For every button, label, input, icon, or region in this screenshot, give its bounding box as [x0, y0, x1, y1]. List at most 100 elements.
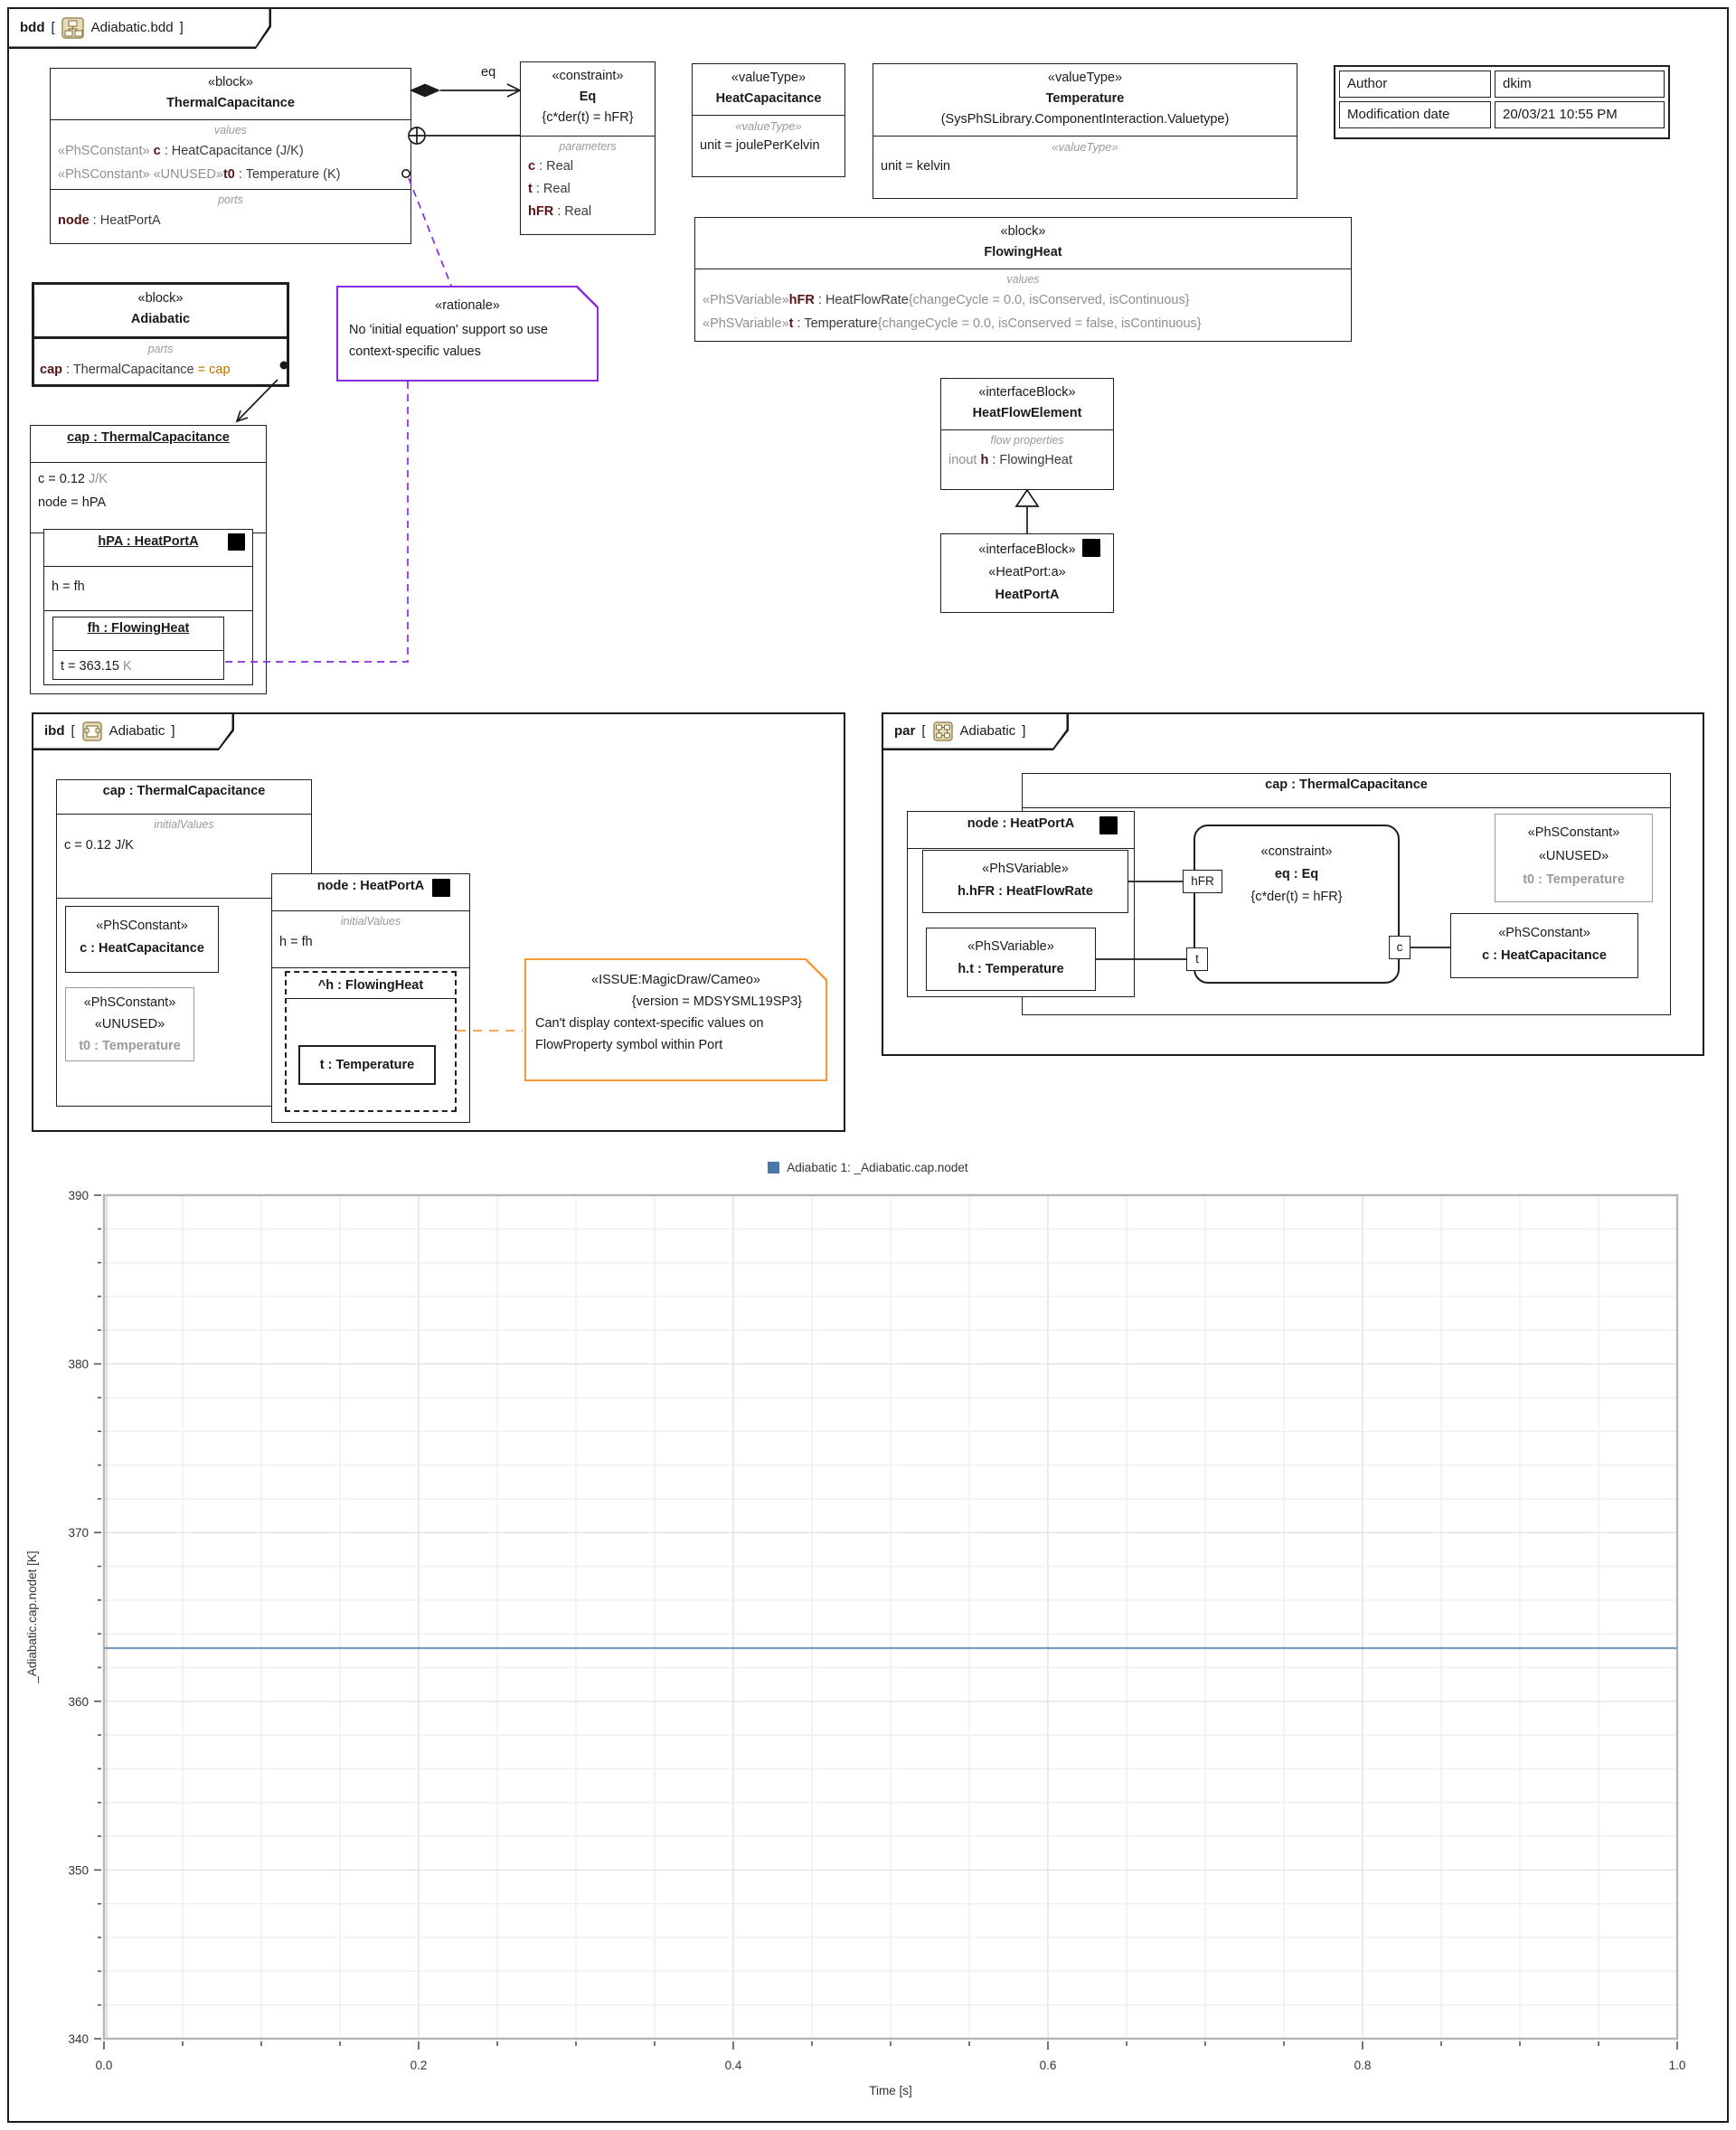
modification-date-label: Modification date — [1339, 101, 1491, 128]
interfaceblock-heat-flow-element[interactable]: «interfaceBlock» HeatFlowElement flow pr… — [940, 378, 1114, 490]
author-label: Author — [1339, 71, 1491, 98]
par-tab-close-bracket: ] — [1022, 723, 1026, 739]
par-c-name: c : HeatCapacitance — [1482, 948, 1607, 963]
par-ht-name: h.t : Temperature — [958, 962, 1064, 976]
ibd-cap-c-value: c = 0.12 J/K — [64, 838, 134, 853]
fh-t-value: t = 363.15 K — [61, 659, 132, 674]
ibd-property-c[interactable]: «PhSConstant» c : HeatCapacitance — [65, 906, 219, 973]
ibd-flow-property-h[interactable]: ^h : FlowingHeat — [285, 971, 457, 1112]
par-variable-ht[interactable]: «PhSVariable» h.t : Temperature — [926, 928, 1096, 991]
par-parameter-port-c[interactable]: c — [1389, 936, 1410, 959]
association-label-eq: eq — [481, 65, 496, 80]
author-value: dkim — [1495, 71, 1665, 98]
eq-name: Eq — [579, 90, 597, 104]
folded-corner-icon — [805, 958, 827, 981]
ibd-frame — [32, 712, 845, 1132]
folded-corner-icon — [576, 286, 599, 308]
issue-text: Can't display context-specific values on… — [535, 1016, 764, 1052]
ibd-tab-open-bracket: [ — [71, 723, 75, 739]
par-t0-name: t0 : Temperature — [1523, 872, 1625, 887]
temp-vt-unit: unit = kelvin — [881, 159, 950, 174]
valuetype-heat-capacitance[interactable]: «valueType» HeatCapacitance «valueType» … — [692, 63, 845, 177]
par-tab-kind: par — [894, 723, 916, 739]
rationale-note[interactable]: «rationale» No 'initial equation' suppor… — [336, 286, 599, 382]
par-cap-title: cap : ThermalCapacitance — [1265, 778, 1428, 792]
par-hfr-stereotype: «PhSVariable» — [982, 862, 1069, 876]
hc-vt-inner-stereotype: «valueType» — [735, 119, 802, 133]
tc-ports-label: ports — [218, 193, 243, 206]
chart-legend: Adiabatic 1: _Adiabatic.cap.nodet — [0, 1161, 1736, 1176]
adiabatic-stereotype: «block» — [137, 291, 184, 306]
ibd-diagram-icon — [81, 721, 103, 742]
par-property-c[interactable]: «PhSConstant» c : HeatCapacitance — [1450, 913, 1638, 978]
ibd-t0-name: t0 : Temperature — [79, 1039, 181, 1053]
hc-vt-name: HeatCapacitance — [715, 91, 822, 106]
temp-vt-qualifier: (SysPhSLibrary.ComponentInteraction.Valu… — [940, 112, 1230, 127]
tab-ibd-diagram[interactable]: ibd [ Adiabatic ] — [33, 714, 234, 750]
ibd-t0-stereotype1: «PhSConstant» — [83, 995, 176, 1010]
par-t0-stereotype1: «PhSConstant» — [1527, 825, 1620, 840]
block-adiabatic[interactable]: «block» Adiabatic parts cap : ThermalCap… — [32, 282, 289, 387]
modification-date-value: 20/03/21 10:55 PM — [1495, 101, 1665, 128]
fh-name: FlowingHeat — [984, 245, 1062, 259]
par-parameter-port-hfr[interactable]: hFR — [1183, 870, 1222, 893]
par-tab-title: Adiabatic — [959, 723, 1016, 739]
ibd-tab-kind: ibd — [44, 723, 65, 739]
ibd-tab-close-bracket: ] — [171, 723, 175, 739]
par-variable-hfr[interactable]: «PhSVariable» h.hFR : HeatFlowRate — [922, 850, 1128, 913]
bdd-tab-open-bracket: [ — [51, 20, 55, 35]
hc-vt-stereotype: «valueType» — [731, 71, 807, 85]
ibd-tab-title: Adiabatic — [108, 723, 165, 739]
ibd-h-title: ^h : FlowingHeat — [317, 978, 424, 993]
hpa-stereotype: «interfaceBlock» — [978, 542, 1076, 557]
ibd-node-title: node : HeatPortA — [316, 879, 425, 893]
bdd-tab-title: Adiabatic.bdd — [90, 20, 174, 35]
eq-param-hfr: hFR : Real — [528, 204, 592, 219]
fh-value-t: «PhSVariable»t : Temperature{changeCycle… — [703, 316, 1202, 331]
issue-stereotype: «ISSUE:MagicDraw/Cameo» — [591, 973, 760, 987]
par-eq-expression: {c*der(t) = hFR} — [1250, 890, 1343, 904]
issue-note[interactable]: «ISSUE:MagicDraw/Cameo» {version = MDSYS… — [524, 958, 827, 1081]
fh-stereotype: «block» — [1000, 224, 1046, 239]
instance-fh-flowing-heat[interactable]: fh : FlowingHeat t = 363.15 K — [52, 617, 224, 680]
par-parameter-port-t[interactable]: t — [1186, 947, 1208, 971]
ibd-c-name: c : HeatCapacitance — [80, 941, 204, 956]
par-node-title: node : HeatPortA — [967, 816, 1075, 831]
hpa-h-value: h = fh — [52, 580, 85, 594]
fh-values-label: values — [1006, 273, 1040, 286]
ibd-property-t0[interactable]: «PhSConstant» «UNUSED» t0 : Temperature — [65, 987, 194, 1061]
eq-params-label: parameters — [559, 140, 617, 153]
port-square-icon — [228, 533, 245, 551]
temp-vt-inner-stereotype: «valueType» — [1052, 140, 1118, 154]
constraint-block-eq[interactable]: «constraint» Eq {c*der(t) = hFR} paramet… — [520, 61, 656, 235]
rationale-text: No 'initial equation' support so use con… — [349, 323, 548, 359]
tc-value-t0: «PhSConstant» «UNUSED»t0 : Temperature (… — [58, 167, 341, 182]
hpa-substereotype: «HeatPort:a» — [988, 565, 1066, 580]
hpa-instance-title: hPA : HeatPortA — [98, 534, 199, 549]
par-constraint-eq[interactable]: «constraint» eq : Eq {c*der(t) = hFR} — [1194, 825, 1400, 984]
port-square-icon — [1099, 816, 1118, 834]
par-frame — [882, 712, 1704, 1056]
valuetype-temperature[interactable]: «valueType» Temperature (SysPhSLibrary.C… — [873, 63, 1297, 199]
block-thermal-capacitance[interactable]: «block» ThermalCapacitance values «PhSCo… — [50, 68, 411, 244]
block-flowing-heat[interactable]: «block» FlowingHeat values «PhSVariable»… — [694, 217, 1352, 342]
tc-port-node: node : HeatPortA — [58, 213, 161, 228]
adiabatic-name: Adiabatic — [130, 312, 191, 326]
adiabatic-part-cap: cap : ThermalCapacitance = cap — [40, 363, 231, 377]
tc-value-c: «PhSConstant» c : HeatCapacitance (J/K) — [58, 144, 304, 158]
ibd-t-title: t : Temperature — [319, 1058, 415, 1072]
tab-bdd-diagram[interactable]: bdd [ Adiabatic.bdd ] — [9, 9, 271, 49]
par-property-t0[interactable]: «PhSConstant» «UNUSED» t0 : Temperature — [1495, 814, 1653, 902]
port-square-icon — [432, 879, 450, 897]
tc-name: ThermalCapacitance — [166, 96, 295, 110]
bdd-diagram-icon — [61, 16, 85, 40]
tab-par-diagram[interactable]: par [ Adiabatic ] — [883, 714, 1069, 750]
par-hfr-name: h.hFR : HeatFlowRate — [958, 884, 1093, 899]
ibd-c-stereotype: «PhSConstant» — [96, 919, 188, 933]
hpa-name: HeatPortA — [995, 588, 1060, 602]
cap-instance-c-value: c = 0.12 J/K — [38, 472, 108, 486]
eq-param-t: t : Real — [528, 182, 571, 196]
ibd-property-t[interactable]: t : Temperature — [298, 1045, 436, 1085]
ibd-node-initialvalues-label: initialValues — [340, 915, 401, 928]
